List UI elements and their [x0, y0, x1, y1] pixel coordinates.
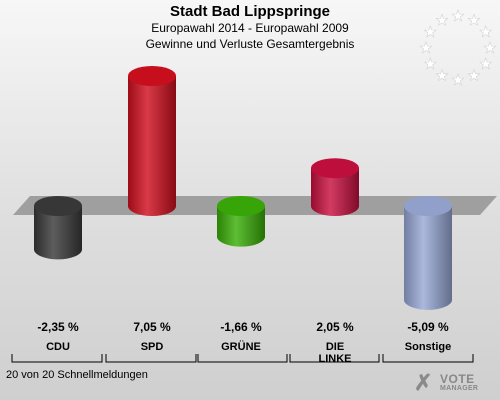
eu-star-icon: [435, 13, 449, 26]
eu-star-icon: [423, 25, 437, 38]
chart-subtitle-election: Europawahl 2014 - Europawahl 2009: [151, 21, 349, 35]
eu-star-icon: [467, 68, 481, 82]
eu-star-icon: [479, 25, 493, 38]
category-bracket: [289, 354, 380, 363]
value-label: -1,66 %: [220, 320, 262, 334]
category-label: CDU: [46, 341, 70, 353]
bar-cdu: [34, 196, 82, 260]
category-label: DIE LINKE: [318, 341, 352, 365]
value-label: 7,05 %: [133, 320, 171, 334]
bar-die-linke: [311, 158, 359, 216]
eu-star-icon: [451, 9, 465, 22]
votemanager-logo: ✗ VOTE MANAGER: [414, 370, 494, 396]
category-bracket: [105, 354, 197, 363]
footer-status: 20 von 20 Schnellmeldungen: [6, 369, 148, 381]
eu-star-icon: [483, 41, 497, 54]
category-brackets: [11, 354, 474, 363]
category-bracket: [382, 354, 474, 363]
eu-stars-icon: [419, 9, 497, 86]
eu-star-icon: [451, 73, 465, 86]
eu-star-icon: [467, 13, 481, 26]
category-bracket: [197, 354, 288, 363]
bar-spd: [128, 66, 176, 216]
bar-sonstige: [404, 196, 452, 310]
checkmark-logo-icon: ✗: [414, 370, 433, 395]
value-label: -5,09 %: [407, 320, 449, 334]
logo-text-vote: VOTE: [440, 372, 475, 386]
value-label: 2,05 %: [316, 320, 354, 334]
eu-star-icon: [423, 57, 437, 70]
logo-text-manager: MANAGER: [440, 385, 479, 392]
category-label: SPD: [140, 341, 164, 353]
value-label: -2,35 %: [37, 320, 79, 334]
category-label: GRÜNE: [221, 341, 261, 353]
eu-star-icon: [479, 57, 493, 70]
eu-star-icon: [435, 68, 449, 82]
chart-subtitle-description: Gewinne und Verluste Gesamtergebnis: [145, 37, 355, 51]
chart-title: Stadt Bad Lippspringe: [169, 3, 330, 20]
bar-gr-ne: [217, 196, 265, 247]
eu-star-icon: [419, 41, 433, 54]
category-label: Sonstige: [404, 341, 452, 353]
category-bracket: [11, 354, 103, 363]
